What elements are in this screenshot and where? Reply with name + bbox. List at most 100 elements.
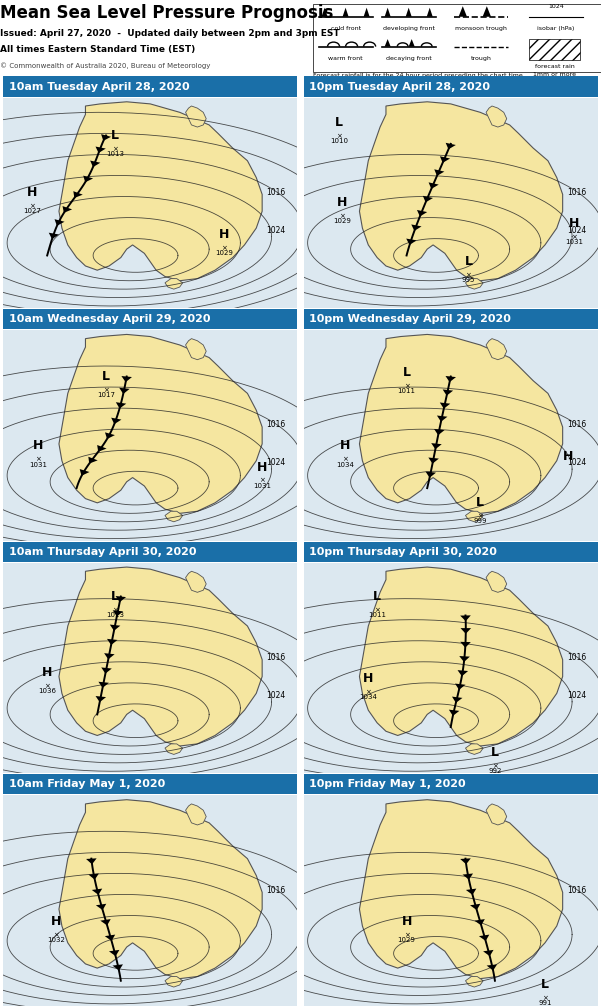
Text: 1016: 1016 [266,188,285,197]
Polygon shape [107,639,117,645]
Polygon shape [417,210,427,216]
Polygon shape [435,169,444,176]
Text: 10pm Thursday April 30, 2020: 10pm Thursday April 30, 2020 [310,547,497,556]
Text: developing front: developing front [383,26,435,31]
Polygon shape [443,389,453,395]
Text: H: H [401,915,412,929]
Polygon shape [109,950,120,956]
Polygon shape [487,965,497,971]
Polygon shape [449,709,459,716]
Polygon shape [105,433,115,439]
Text: H: H [219,228,229,240]
Text: All times Eastern Standard Time (EST): All times Eastern Standard Time (EST) [0,45,195,54]
Polygon shape [385,8,391,17]
Text: H: H [33,440,43,453]
Polygon shape [427,8,433,17]
Text: 1024: 1024 [266,691,285,700]
Polygon shape [186,106,206,127]
Text: 10am Tuesday April 28, 2020: 10am Tuesday April 28, 2020 [9,81,189,92]
Text: ×
1013: × 1013 [106,146,124,157]
Polygon shape [406,8,412,17]
Polygon shape [115,596,126,603]
Polygon shape [359,567,563,746]
Polygon shape [486,571,507,593]
Text: ×
1034: × 1034 [336,457,353,468]
Polygon shape [457,670,468,676]
Text: H: H [27,186,38,199]
Polygon shape [460,628,471,634]
Text: warm front: warm front [328,55,363,60]
Polygon shape [459,6,467,17]
Polygon shape [55,219,64,225]
Polygon shape [113,611,123,617]
Polygon shape [165,279,183,289]
Text: L: L [102,370,110,383]
Polygon shape [96,903,106,910]
Polygon shape [466,279,483,289]
Polygon shape [463,873,473,879]
Text: Issued: April 27, 2020  -  Updated daily between 2pm and 3pm EST: Issued: April 27, 2020 - Updated daily b… [0,29,340,37]
Text: decaying front: decaying front [386,55,432,60]
Polygon shape [466,888,477,895]
Text: Forecast rainfall is for the 24 hour period preceding the chart time.: Forecast rainfall is for the 24 hour per… [313,73,524,78]
Polygon shape [73,191,83,198]
Polygon shape [466,743,483,754]
Polygon shape [466,511,483,522]
Text: ×
1032: × 1032 [47,933,65,944]
Polygon shape [483,950,493,956]
Polygon shape [59,102,262,281]
Polygon shape [460,642,471,648]
Text: ×
995: × 995 [462,273,475,284]
Text: monsoon trough: monsoon trough [455,26,507,31]
Polygon shape [110,625,120,631]
Polygon shape [470,903,480,910]
Polygon shape [99,682,109,688]
Text: L: L [541,979,549,992]
Text: L: L [491,745,499,759]
Polygon shape [483,6,491,17]
Polygon shape [466,977,483,987]
Text: ×
1027: × 1027 [23,203,41,214]
Text: forecast rain: forecast rain [534,64,575,69]
Polygon shape [186,571,206,593]
Text: ×
1034: × 1034 [359,689,377,700]
FancyBboxPatch shape [313,4,601,71]
Text: trough: trough [471,55,491,60]
Text: ×
1031: × 1031 [566,234,584,245]
Text: 1016: 1016 [266,653,285,662]
Text: 1024: 1024 [266,459,285,468]
Polygon shape [88,457,98,464]
Polygon shape [411,224,421,231]
Polygon shape [364,8,370,17]
Text: L: L [465,256,472,269]
Polygon shape [186,339,206,360]
Polygon shape [455,683,466,690]
Polygon shape [63,206,72,213]
Text: H: H [563,450,574,463]
Polygon shape [88,873,99,879]
Text: 10pm Wednesday April 29, 2020: 10pm Wednesday April 29, 2020 [310,314,511,324]
Polygon shape [359,102,563,281]
Text: 1016: 1016 [567,885,586,894]
Polygon shape [49,232,59,239]
Text: 1016: 1016 [567,653,586,662]
Text: 1016: 1016 [567,421,586,430]
Polygon shape [90,161,100,167]
Polygon shape [429,182,439,189]
Text: 1016: 1016 [567,188,586,197]
Polygon shape [165,511,183,522]
Polygon shape [322,8,328,17]
Text: ×
992: × 992 [488,763,502,774]
Polygon shape [165,743,183,754]
Polygon shape [459,656,470,662]
Text: L: L [403,366,410,379]
Text: 1024: 1024 [567,225,586,234]
Text: ×
1036: × 1036 [38,683,56,694]
Text: 1016: 1016 [266,885,285,894]
Polygon shape [432,443,442,450]
Polygon shape [119,387,130,394]
Bar [529,39,580,60]
Polygon shape [434,429,445,436]
Text: ×
1031: × 1031 [29,457,47,468]
Text: ×
1031: × 1031 [253,478,271,489]
